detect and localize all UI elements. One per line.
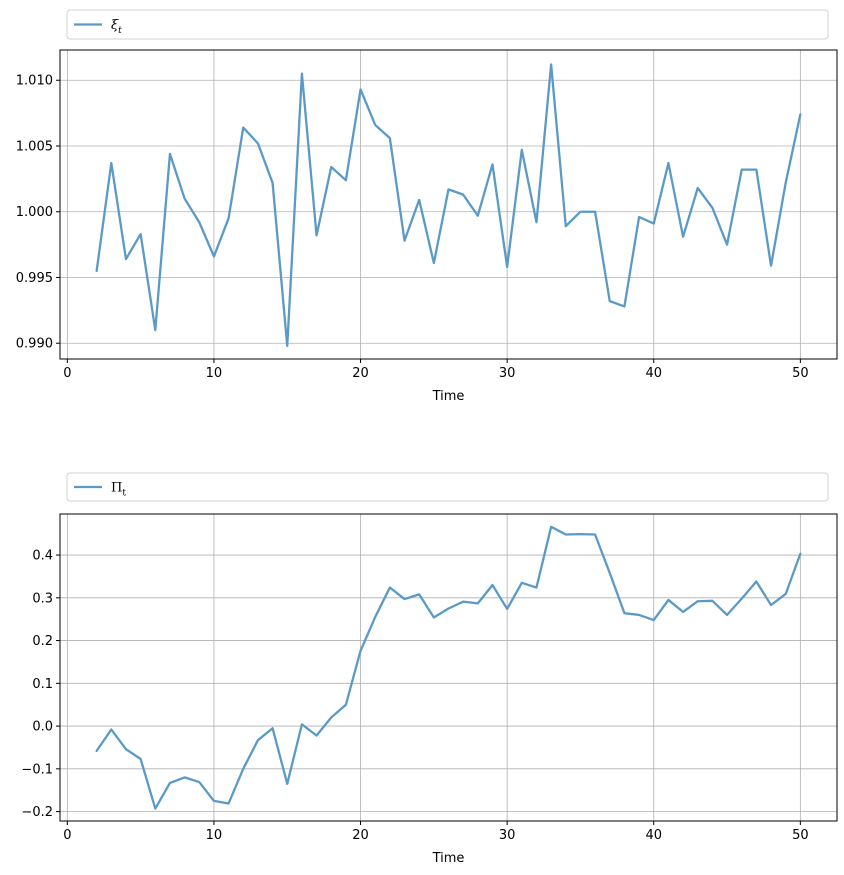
axes-frame: [59, 513, 838, 822]
x-tick-label: 0: [63, 828, 71, 843]
legend-label: Πt: [111, 481, 126, 499]
x-tick-label: 10: [206, 366, 223, 381]
y-tick-label: −0.1: [21, 762, 53, 777]
grid: [60, 514, 837, 821]
legend: ξt: [66, 9, 829, 40]
x-tick-label: 50: [792, 366, 809, 381]
y-tick-label: 0.1: [32, 677, 53, 692]
y-tick-label: 1.010: [16, 74, 53, 89]
y-tick-label: −0.2: [21, 805, 53, 820]
legend-label: ξt: [111, 18, 122, 36]
grid: [60, 50, 837, 359]
legend-symbol: ξ: [111, 18, 119, 33]
legend-subscript: t: [122, 489, 126, 499]
x-tick-label: 30: [499, 828, 516, 843]
y-tick-label: 0.0: [32, 720, 53, 735]
series-line: [95, 63, 802, 348]
x-axis-title: Time: [432, 389, 465, 404]
x-tick-label: 20: [352, 828, 369, 843]
legend-subscript: t: [118, 26, 122, 36]
x-tick-label: 40: [645, 828, 662, 843]
legend-box: [66, 472, 829, 502]
x-tick-label: 30: [499, 366, 516, 381]
y-tick-label: 0.990: [16, 337, 53, 352]
series-line: [95, 525, 802, 810]
subplot-2: 0 10 20 30 40 50 −0.2 −0.1 0.0 0.1 0.2 0.3 0.4 Time Πt: [21, 472, 838, 866]
y-tick-label: 1.005: [16, 139, 53, 154]
axes-frame: [59, 49, 838, 360]
x-axis-title: Time: [432, 851, 465, 866]
y-tick-label: 0.2: [32, 634, 53, 649]
y-tick-label: 1.000: [16, 205, 53, 220]
y-tick-label: 0.3: [32, 591, 53, 606]
x-tick-label: 40: [645, 366, 662, 381]
legend-box: [66, 9, 829, 40]
x-tick-label: 10: [206, 828, 223, 843]
legend-symbol: Π: [111, 481, 122, 496]
x-tick-label: 20: [352, 366, 369, 381]
subplot-1: 0 10 20 30 40 50 0.990 0.995 1.000 1.005 1.010 Time…: [16, 9, 838, 404]
y-tick-label: 0.995: [16, 271, 53, 286]
x-tick-label: 0: [63, 366, 71, 381]
y-tick-label: 0.4: [32, 549, 53, 564]
x-tick-label: 50: [792, 828, 809, 843]
legend: Πt: [66, 472, 829, 502]
